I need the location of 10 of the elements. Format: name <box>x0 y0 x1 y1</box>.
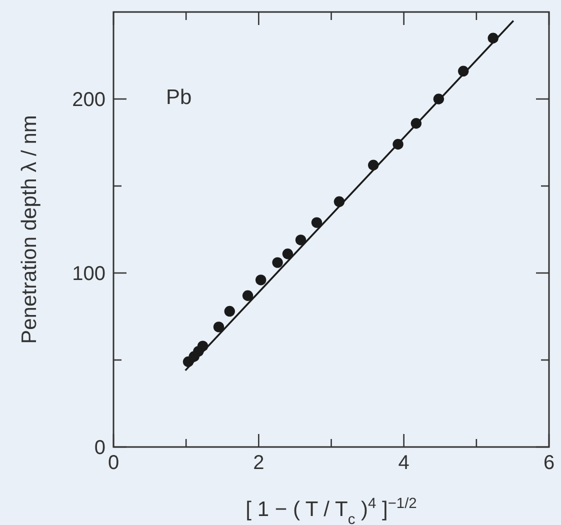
x-tick-label: 6 <box>543 452 555 474</box>
annotation: Pb <box>166 86 192 109</box>
x-tick-label: 4 <box>398 452 410 474</box>
y-tick-label: 100 <box>72 263 106 285</box>
y-tick-label: 200 <box>72 89 106 111</box>
x-tick-label: 2 <box>253 452 264 474</box>
x-tick-label: 0 <box>108 452 120 474</box>
x-axis-title: [ 1 − ( T / T$_{c}$ )$^{4}$ ]$^{−1/2}$ <box>246 496 417 525</box>
y-axis-title: Penetration depth λ / nm <box>18 115 41 344</box>
y-tick-label: 0 <box>94 437 106 459</box>
